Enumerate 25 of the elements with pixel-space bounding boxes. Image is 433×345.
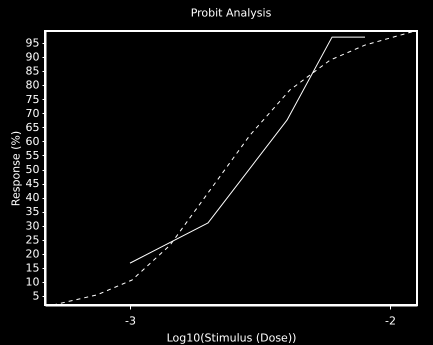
- y-tick-label: 75: [26, 92, 40, 106]
- y-tick-label: 55: [26, 148, 40, 162]
- y-tick-label: 15: [26, 261, 40, 274]
- y-tick-label: 25: [26, 233, 40, 246]
- y-tick-label: 40: [26, 191, 40, 204]
- line-series: [130, 36, 366, 264]
- y-tick-label: 10: [26, 275, 40, 288]
- y-tick-label: 60: [26, 134, 40, 148]
- y-tick-label: 85: [26, 64, 40, 78]
- y-tick-label: 35: [26, 205, 40, 218]
- y-tick-label: 65: [26, 120, 40, 134]
- y-tick-label: 80: [26, 78, 40, 92]
- y-tick-label: 50: [26, 163, 40, 176]
- y-tick-label: 90: [26, 50, 40, 64]
- y-axis-title: Response (%): [10, 130, 23, 206]
- y-tick-label: 95: [26, 36, 40, 50]
- x-axis-title: Log10(Stimulus (Dose)): [166, 332, 296, 344]
- y-tick-label: 20: [26, 247, 40, 260]
- y-tick-label: 70: [26, 106, 40, 120]
- y-tick-label: 45: [26, 177, 40, 190]
- y-tick-label: 5: [32, 290, 40, 303]
- y-tick-label: 30: [26, 219, 40, 232]
- x-tick-label: -2: [384, 314, 396, 328]
- chart-title: Probit Analysis: [190, 6, 272, 20]
- x-tick-label: -3: [125, 314, 136, 328]
